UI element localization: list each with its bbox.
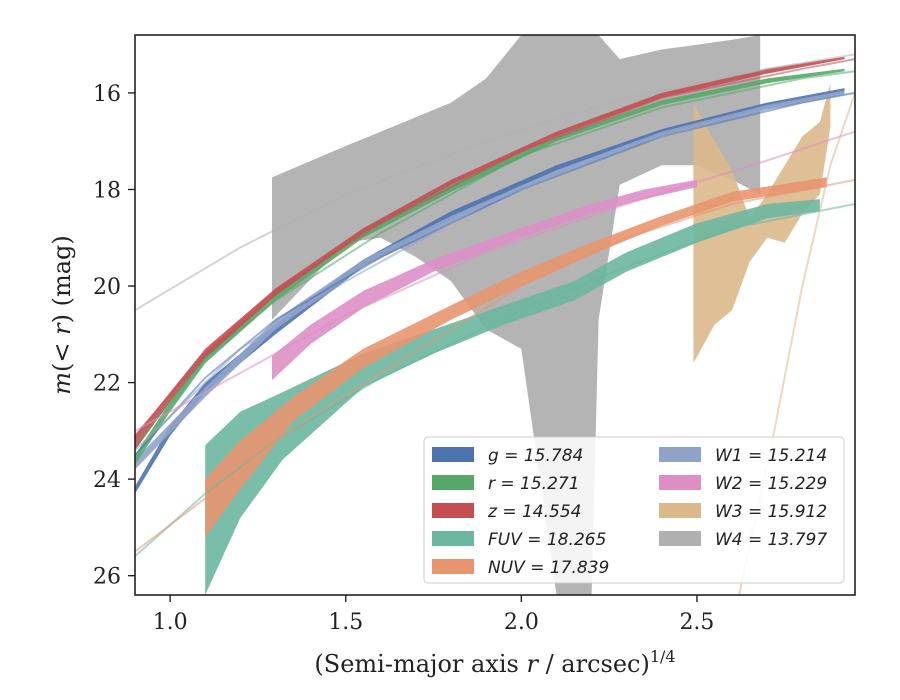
y-axis-label: m(< r) (mag): [48, 235, 76, 395]
band-fuv: [205, 199, 820, 595]
legend-label-r: r = 15.271: [488, 474, 580, 494]
legend-label-w3: W3 = 15.912: [715, 502, 827, 522]
curve-w1: [135, 91, 855, 451]
legend-label-w2: W2 = 15.229: [715, 474, 827, 494]
legend-swatch-w1: [659, 447, 701, 462]
legend-swatch-w4: [659, 531, 701, 546]
x-tick-label: 1.0: [153, 610, 188, 635]
curve-r: [135, 70, 855, 446]
y-axis-label-r: r: [48, 322, 76, 335]
y-tick-label: 20: [93, 275, 121, 300]
plot-frame: [134, 34, 856, 596]
y-tick-label: 24: [93, 468, 121, 493]
legend-label-fuv: FUV = 18.265: [488, 530, 606, 550]
legend-swatch-w3: [659, 503, 701, 518]
curve-w2: [135, 130, 855, 432]
x-tick-label: 2.5: [679, 610, 714, 635]
legend-swatch-g: [432, 447, 474, 462]
x-tick-label: 1.5: [328, 610, 363, 635]
y-tick-label: 16: [93, 82, 121, 107]
curve-fuv: [135, 203, 855, 558]
legend-label-w1: W1 = 15.214: [715, 446, 827, 466]
legend-label-w4: W4 = 13.797: [715, 530, 827, 550]
y-tick-label: 22: [93, 372, 121, 397]
y-axis-label-m: m: [48, 372, 76, 395]
x-axis-label-prefix: (Semi-major axis: [314, 650, 526, 678]
y-ticks: 16 18 20 22 24 26: [93, 82, 135, 590]
legend-swatch-w2: [659, 475, 701, 490]
curve-w4: [135, 53, 855, 312]
y-axis-label-lt: <: [48, 335, 76, 363]
curves-layer: [135, 53, 855, 595]
legend-label-z: z = 14.554: [487, 502, 581, 522]
legend-swatch-z: [432, 503, 474, 518]
x-axis-label: (Semi-major axis r / arcsec)1/4: [314, 647, 675, 678]
legend-label-nuv: NUV = 17.839: [488, 558, 609, 578]
legend: g = 15.784 r = 15.271 z = 14.554 FUV = 18.2…: [423, 436, 845, 584]
curve-z: [135, 58, 855, 437]
x-axis-label-exp: 1/4: [650, 647, 676, 666]
y-tick-label: 26: [93, 565, 121, 590]
legend-box: [423, 436, 845, 584]
legend-label-g: g = 15.784: [488, 446, 583, 466]
legend-swatch-fuv: [432, 531, 474, 546]
band-w3: [693, 83, 831, 364]
curve-nuv: [135, 178, 855, 553]
y-tick-label: 18: [93, 178, 121, 203]
legend-swatch-nuv: [432, 559, 474, 574]
y-axis-label-open: (: [48, 363, 76, 372]
legend-swatch-r: [432, 475, 474, 490]
x-tick-label: 2.0: [504, 610, 539, 635]
x-axis-label-var: r: [526, 650, 539, 678]
x-ticks: 1.0 1.5 2.0 2.5: [153, 595, 714, 635]
y-axis-label-close: ) (mag): [48, 235, 76, 323]
x-axis-label-suffix: / arcsec): [538, 650, 650, 678]
